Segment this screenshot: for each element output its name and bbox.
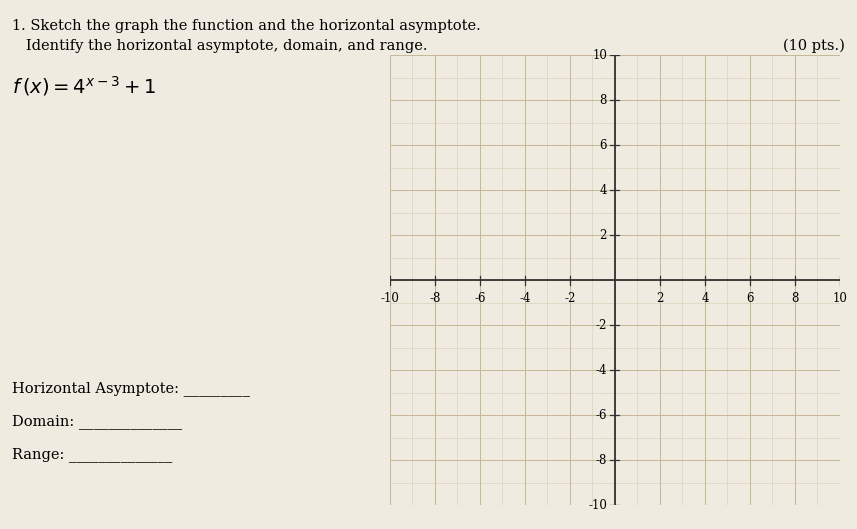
Text: Identify the horizontal asymptote, domain, and range.: Identify the horizontal asymptote, domai… bbox=[12, 39, 428, 53]
Text: 2: 2 bbox=[656, 291, 663, 305]
Text: -2: -2 bbox=[596, 319, 607, 332]
Text: -8: -8 bbox=[429, 291, 440, 305]
Text: 4: 4 bbox=[600, 184, 607, 197]
Text: -2: -2 bbox=[564, 291, 576, 305]
Text: 10: 10 bbox=[592, 49, 607, 62]
Text: -6: -6 bbox=[596, 409, 607, 422]
Text: 1. Sketch the graph the function and the horizontal asymptote.: 1. Sketch the graph the function and the… bbox=[12, 19, 481, 33]
Text: -4: -4 bbox=[519, 291, 530, 305]
Text: -10: -10 bbox=[381, 291, 399, 305]
Text: 8: 8 bbox=[600, 94, 607, 107]
Text: Domain: ______________: Domain: ______________ bbox=[12, 414, 183, 429]
Text: 6: 6 bbox=[600, 139, 607, 152]
Text: Range: ______________: Range: ______________ bbox=[12, 447, 172, 462]
Text: $f\,(x) = 4^{x-3} + 1$: $f\,(x) = 4^{x-3} + 1$ bbox=[12, 74, 156, 98]
Text: -10: -10 bbox=[588, 499, 607, 512]
Text: 2: 2 bbox=[600, 229, 607, 242]
Text: 4: 4 bbox=[701, 291, 709, 305]
Text: 8: 8 bbox=[791, 291, 799, 305]
Text: (10 pts.): (10 pts.) bbox=[783, 39, 845, 53]
Text: Horizontal Asymptote: _________: Horizontal Asymptote: _________ bbox=[12, 381, 250, 396]
Text: -4: -4 bbox=[596, 364, 607, 377]
Text: -6: -6 bbox=[474, 291, 486, 305]
Text: -8: -8 bbox=[596, 454, 607, 467]
Text: 6: 6 bbox=[746, 291, 753, 305]
Text: 10: 10 bbox=[832, 291, 848, 305]
Text: $(\quad r\,)^{nt}$: $(\quad r\,)^{nt}$ bbox=[460, 490, 500, 507]
